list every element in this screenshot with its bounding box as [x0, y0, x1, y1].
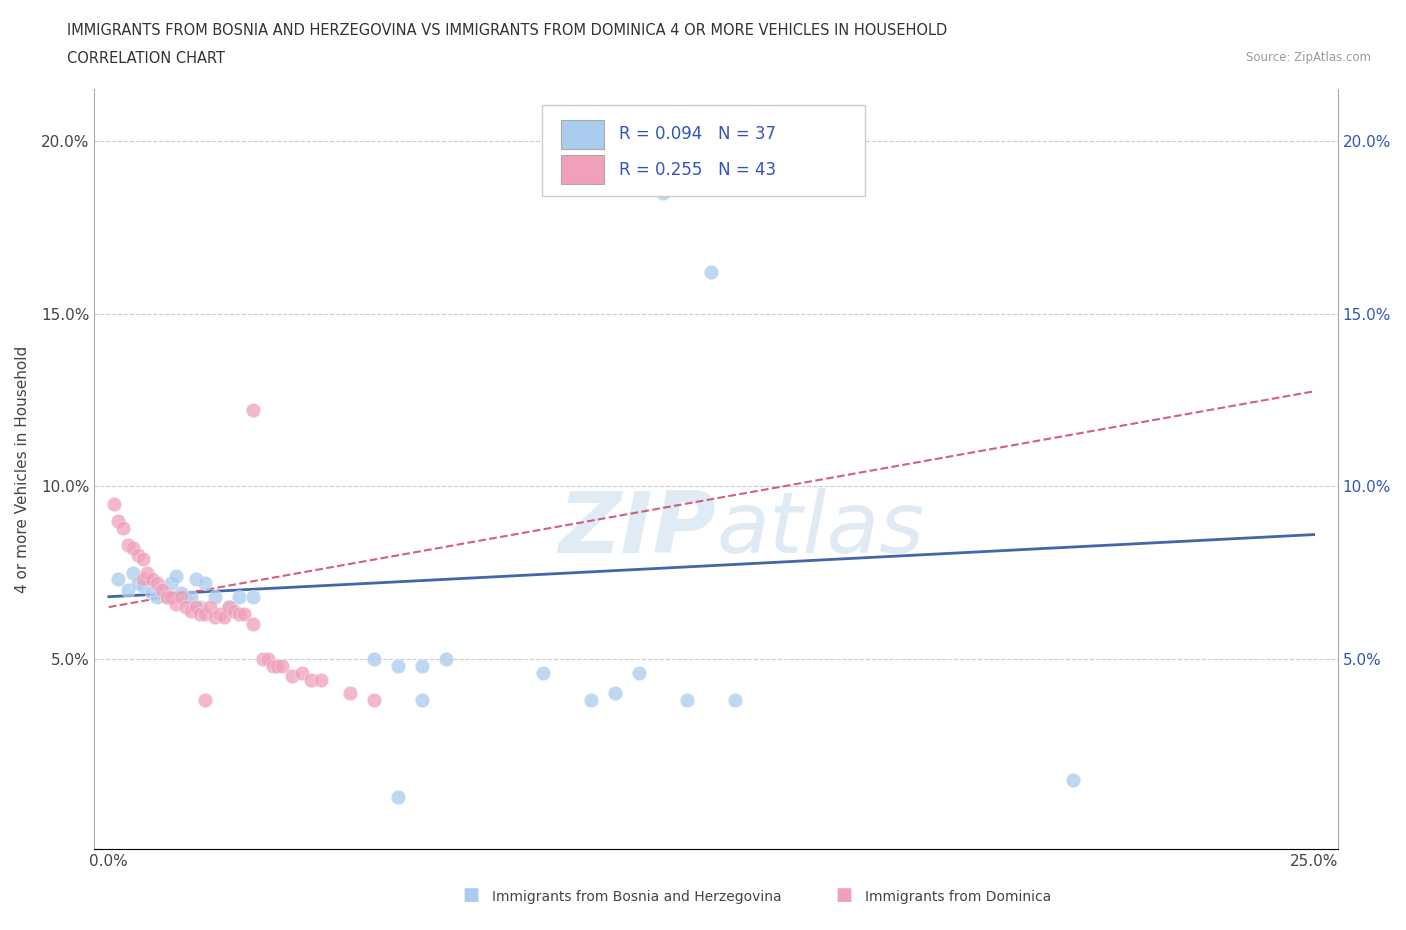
Point [156, 590, 179, 604]
FancyBboxPatch shape [561, 120, 605, 149]
Point [131, 578, 153, 593]
Y-axis label: 4 or more Vehicles in Household: 4 or more Vehicles in Household [15, 345, 30, 592]
Point [411, 693, 433, 708]
Text: atlas: atlas [716, 488, 924, 571]
Point [198, 600, 221, 615]
Point [117, 582, 139, 597]
Point [146, 576, 169, 591]
Point [131, 572, 153, 587]
Text: ■: ■ [463, 886, 479, 904]
Point [122, 541, 145, 556]
Point [107, 572, 129, 587]
Point [214, 610, 236, 625]
Point [160, 576, 183, 591]
Point [180, 590, 202, 604]
Point [150, 582, 173, 597]
Text: ■: ■ [835, 886, 852, 904]
Point [204, 590, 226, 604]
Point [1062, 772, 1084, 787]
Point [228, 590, 250, 604]
Point [204, 610, 226, 625]
Point [131, 551, 153, 566]
Point [156, 590, 179, 604]
Point [174, 600, 197, 615]
Point [150, 582, 173, 597]
Point [194, 606, 217, 621]
Point [190, 600, 212, 615]
Point [208, 606, 231, 621]
Point [339, 686, 361, 701]
Point [531, 665, 554, 680]
Point [281, 669, 304, 684]
Text: Immigrants from Bosnia and Herzegovina: Immigrants from Bosnia and Herzegovina [492, 890, 782, 904]
Point [363, 693, 385, 708]
FancyBboxPatch shape [561, 155, 605, 184]
Point [127, 576, 149, 591]
Point [160, 590, 183, 604]
Point [411, 658, 433, 673]
Point [141, 572, 163, 587]
Point [387, 658, 409, 673]
Text: R = 0.255   N = 43: R = 0.255 N = 43 [619, 161, 776, 179]
Point [174, 592, 197, 607]
Point [700, 265, 723, 280]
Point [262, 658, 284, 673]
Point [170, 590, 193, 604]
Point [309, 672, 332, 687]
Point [165, 596, 187, 611]
Text: IMMIGRANTS FROM BOSNIA AND HERZEGOVINA VS IMMIGRANTS FROM DOMINICA 4 OR MORE VEH: IMMIGRANTS FROM BOSNIA AND HERZEGOVINA V… [67, 23, 948, 38]
Point [387, 790, 409, 804]
Point [136, 572, 159, 587]
Point [627, 665, 650, 680]
Point [127, 548, 149, 563]
Point [180, 603, 202, 618]
Point [434, 651, 457, 666]
Point [232, 606, 254, 621]
Point [299, 672, 322, 687]
Point [271, 658, 294, 673]
Point [112, 520, 135, 535]
Point [141, 586, 163, 601]
Point [107, 513, 129, 528]
Point [603, 686, 626, 701]
Point [122, 565, 145, 580]
Point [194, 693, 217, 708]
Point [170, 586, 193, 601]
Text: Source: ZipAtlas.com: Source: ZipAtlas.com [1246, 51, 1371, 64]
Text: R = 0.094   N = 37: R = 0.094 N = 37 [619, 126, 776, 143]
Point [252, 651, 274, 666]
Point [165, 568, 187, 583]
Point [146, 590, 169, 604]
Point [242, 403, 264, 418]
Point [363, 651, 385, 666]
Point [184, 600, 207, 615]
Text: CORRELATION CHART: CORRELATION CHART [67, 51, 225, 66]
Point [676, 693, 699, 708]
Point [266, 658, 288, 673]
FancyBboxPatch shape [541, 104, 865, 195]
Point [184, 572, 207, 587]
Point [194, 576, 217, 591]
Point [579, 693, 602, 708]
Point [257, 651, 280, 666]
Point [228, 606, 250, 621]
Point [136, 565, 159, 580]
Point [652, 185, 675, 200]
Point [242, 617, 264, 631]
Point [290, 665, 312, 680]
Point [218, 600, 240, 615]
Text: ZIP: ZIP [558, 488, 716, 571]
Point [117, 538, 139, 552]
Point [218, 600, 240, 615]
Point [190, 606, 212, 621]
Text: Immigrants from Dominica: Immigrants from Dominica [865, 890, 1050, 904]
Point [224, 603, 246, 618]
Point [724, 693, 747, 708]
Point [242, 590, 264, 604]
Point [103, 496, 125, 511]
